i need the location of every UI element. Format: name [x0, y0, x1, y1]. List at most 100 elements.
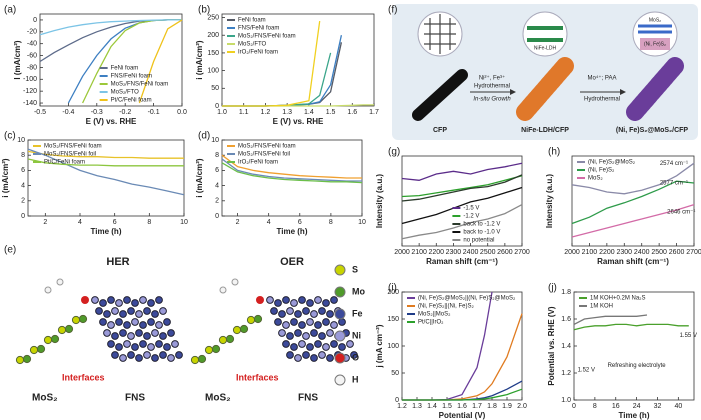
atom — [274, 318, 282, 326]
atom — [111, 332, 119, 340]
x-tick-label: 10 — [180, 219, 188, 226]
atom — [290, 318, 298, 326]
y-axis-title: I (mA/cm²) — [13, 40, 22, 79]
x-tick-label: 1.1 — [239, 109, 249, 116]
y-tick-label: 100 — [207, 67, 219, 74]
y-tick-label: 0 — [215, 103, 219, 110]
y-tick-label: -60 — [27, 52, 37, 59]
atom — [57, 325, 67, 335]
legend-label: back to -1.0 V — [463, 230, 500, 236]
atom — [256, 296, 264, 304]
x-tick-label: 2600 — [669, 249, 685, 256]
y-axis-title: Intensity (a.u.) — [545, 174, 554, 229]
atom — [147, 343, 155, 351]
atom — [131, 318, 139, 326]
atom — [127, 351, 135, 359]
panel-label: (e) — [4, 245, 16, 256]
y-tick-label: -100 — [23, 76, 37, 83]
x-tick-label: -0.3 — [91, 109, 103, 116]
atom — [318, 351, 326, 359]
series-line — [401, 175, 523, 198]
legend-swatch — [334, 352, 346, 364]
legend-label: 1M KOH+0.2M Na₂S — [590, 296, 646, 302]
series-line — [221, 158, 362, 182]
legend-label: MoS₂/FNS/FeNi foam — [111, 82, 169, 88]
atom — [159, 307, 167, 315]
series-line — [222, 21, 321, 107]
x-tick-label: 40 — [674, 403, 682, 410]
atom — [50, 334, 60, 344]
cfp-rod — [412, 69, 468, 121]
atom — [306, 299, 314, 307]
x-tick-label: 1.7 — [472, 403, 482, 410]
atom — [64, 324, 74, 334]
atom — [131, 343, 139, 351]
annotation: 2574 cm⁻¹ — [660, 161, 688, 167]
x-axis-title: Time (h) — [277, 227, 308, 236]
atom — [190, 355, 200, 365]
y-tick-label: 0 — [215, 213, 219, 220]
x-tick-label: 1.3 — [282, 109, 292, 116]
atom — [246, 315, 256, 325]
atom — [322, 318, 330, 326]
step-text: In-situ Growth — [473, 97, 511, 103]
series-line — [402, 313, 523, 401]
atom — [147, 299, 155, 307]
y-tick-label: 0 — [33, 17, 37, 24]
series-line — [27, 158, 184, 167]
legend-swatch — [334, 374, 346, 386]
x-tick-label: 1.5 — [442, 403, 452, 410]
atom — [278, 310, 286, 318]
mesh — [424, 14, 456, 54]
atom — [143, 307, 151, 315]
x-tick-label: 10 — [358, 219, 366, 226]
panel-label: (g) — [388, 147, 400, 158]
atom — [310, 310, 318, 318]
y-tick-label: 1.6 — [561, 316, 571, 323]
atom — [163, 318, 171, 326]
atom — [131, 299, 139, 307]
atom — [155, 340, 163, 348]
reaction: OER — [280, 256, 304, 268]
atom — [330, 321, 338, 329]
material-label: FNS — [125, 393, 145, 404]
annotation: 1.55 V — [680, 333, 697, 339]
series-line — [401, 186, 523, 225]
atom — [111, 307, 119, 315]
step-text: Hydrothermal — [474, 84, 510, 90]
atom — [231, 278, 239, 286]
x-tick-label: -0.2 — [119, 109, 131, 116]
x-tick-label: 2 — [43, 219, 47, 226]
x-tick-label: 2200 — [599, 249, 615, 256]
legend-label: (Ni, Fe)S₂ — [588, 168, 615, 174]
annotation: 2577 cm⁻¹ — [660, 181, 688, 187]
legend-label: Ni — [352, 330, 361, 340]
y-tick-label: 1.8 — [561, 289, 571, 296]
inset-label: MoS₂ — [649, 17, 661, 23]
atom — [314, 321, 322, 329]
stage-label: (Ni, Fe)S₂@MoS₂/CFP — [616, 127, 688, 134]
series-line — [39, 19, 182, 36]
y-tick-label: 1.2 — [561, 370, 571, 377]
x-tick-label: 1.5 — [326, 109, 336, 116]
x-tick-label: 1.3 — [412, 403, 422, 410]
legend-label: IrO₂/FeNi foam — [238, 50, 278, 56]
legend-label: Pt/C||IrO₂ — [418, 320, 444, 326]
series-line — [571, 203, 695, 238]
atom — [350, 351, 358, 359]
atom — [330, 340, 338, 348]
legend-label: MoS₂||MoS₂ — [418, 312, 451, 318]
legend-label: H — [352, 374, 359, 384]
atom — [282, 296, 290, 304]
x-tick-label: 1.4 — [304, 109, 314, 116]
x-axis-title: Time (h) — [619, 411, 650, 420]
y-tick-label: -80 — [27, 64, 37, 71]
atom — [314, 296, 322, 304]
panel-label: (c) — [4, 131, 16, 142]
y-tick-label: -40 — [27, 41, 37, 48]
legend-label: FeNi foam — [111, 66, 139, 72]
atom — [135, 354, 143, 362]
legend-label: FeNi foam — [238, 18, 266, 24]
mos2-layers — [638, 24, 672, 34]
legend-label: 1M KOH — [590, 304, 613, 310]
